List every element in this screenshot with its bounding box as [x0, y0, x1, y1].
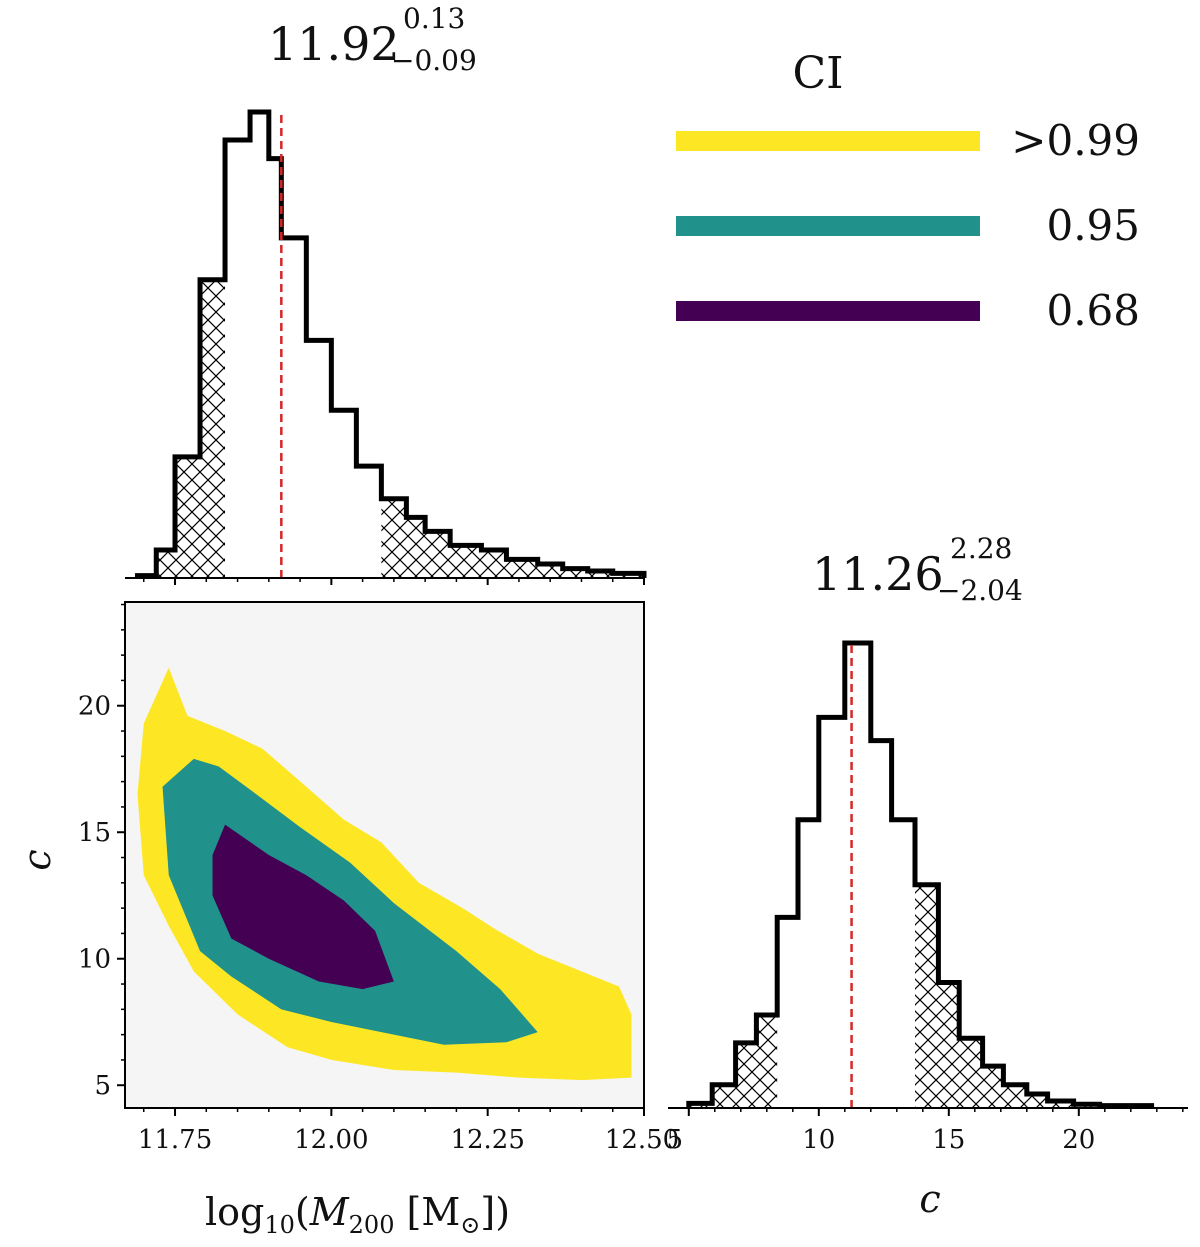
concentration-histogram-bar: [1047, 1101, 1074, 1108]
mass-summary-lower: −0.09: [391, 44, 477, 77]
concentration-hist-ticks: 5 10 15 20: [667, 1108, 1184, 1155]
mass-histogram-bar: [156, 550, 176, 578]
contour-panel-frame: [124, 601, 645, 1109]
mass-histogram-bar: [587, 571, 613, 578]
mass-histogram-bar: [356, 466, 381, 578]
concentration-histogram-bar: [959, 1038, 983, 1108]
contour-x-tick-label: 12.00: [294, 1125, 368, 1155]
concentration-histogram-bar: [756, 1015, 778, 1108]
mass-histogram-bar: [506, 559, 538, 578]
contour-x-label-log: log10(M200 [M⊙]): [205, 1190, 510, 1239]
concentration-histogram-bar: [892, 820, 915, 1108]
mass-histogram-bar: [200, 279, 226, 578]
contour-level-068: [212, 824, 394, 990]
concentration-histogram-bar: [712, 1084, 736, 1108]
concentration-histogram-bar: [982, 1066, 1004, 1108]
mass-histogram-bar: [175, 456, 201, 578]
concentration-x-label: c: [919, 1177, 940, 1221]
mass-histogram-step: [135, 109, 647, 579]
contour-panel: 11.75 12.00 12.25 12.50 5 10 15 20 log10(M200 […: [15, 601, 679, 1239]
concentration-histogram-bar: [871, 741, 892, 1108]
legend-label: >0.99: [1011, 116, 1140, 165]
concentration-histogram-bar: [777, 917, 798, 1108]
mass-histogram-bar: [250, 112, 269, 578]
concentration-x-tick-label: 10: [802, 1125, 835, 1155]
contour-x-label: log10(M200 [M⊙]): [205, 1190, 510, 1239]
mass-histogram-bar: [562, 568, 588, 578]
legend-title: CI: [792, 48, 843, 99]
concentration-histogram-step: [686, 640, 1155, 1109]
concentration-histogram-panel: 5 10 15 20 11.26 2.28 −2.04 c: [667, 532, 1188, 1221]
contour-levels: [137, 667, 632, 1081]
mass-histogram-panel: 11.92 0.13 −0.09: [125, 2, 647, 585]
mass-summary-upper: 0.13: [403, 2, 465, 35]
legend-entries: >0.99 0.95 0.68: [676, 116, 1140, 335]
mass-summary-value: 11.92: [268, 17, 400, 71]
legend: CI >0.99 0.95 0.68: [676, 48, 1140, 335]
mass-histogram-bar: [331, 410, 356, 578]
concentration-histogram-bar: [735, 1042, 757, 1108]
contour-y-tick-label: 15: [78, 818, 111, 848]
concentration-hatched-tails: [688, 643, 1152, 1108]
mass-histogram-bar: [406, 517, 426, 578]
contour-ticks: 11.75 12.00 12.25 12.50 5 10 15 20: [78, 603, 679, 1155]
contour-x-tick-label: 11.75: [138, 1125, 212, 1155]
contour-y-label: c: [15, 849, 59, 870]
mass-histogram-bar: [225, 140, 250, 578]
concentration-x-tick-label: 5: [667, 1125, 684, 1155]
concentration-summary-lower: −2.04: [937, 574, 1023, 607]
legend-label: 0.95: [1046, 201, 1140, 250]
mass-hist-ticks: [143, 578, 645, 585]
concentration-x-tick-label: 15: [932, 1125, 965, 1155]
concentration-histogram-bar: [1026, 1094, 1048, 1108]
mass-histogram-bar: [450, 545, 482, 578]
contour-y-tick-label: 20: [78, 692, 111, 722]
legend-swatch: [676, 131, 980, 151]
concentration-histogram-bar: [1003, 1084, 1027, 1108]
concentration-histogram-bar: [915, 884, 939, 1108]
mass-histogram-bar: [381, 498, 407, 578]
concentration-histogram-bar: [845, 643, 871, 1108]
concentration-summary-upper: 2.28: [950, 532, 1012, 565]
mass-histogram-bar: [481, 550, 507, 578]
concentration-histogram-bar: [819, 717, 845, 1108]
mass-histogram-bar: [425, 531, 451, 578]
legend-swatch: [676, 216, 980, 236]
mass-histogram-bar: [537, 564, 563, 578]
contour-x-tick-label: 12.50: [605, 1125, 679, 1155]
contour-y-tick-label: 10: [78, 945, 111, 975]
legend-label: 0.68: [1046, 286, 1140, 335]
mass-hatched-tails: [137, 112, 644, 578]
contour-y-tick-label: 5: [94, 1071, 111, 1101]
concentration-histogram-bar: [938, 982, 960, 1108]
mass-histogram-bar: [306, 340, 331, 578]
concentration-x-tick-label: 20: [1062, 1125, 1095, 1155]
concentration-summary-value: 11.26: [812, 547, 944, 601]
contour-level-095: [162, 758, 538, 1045]
legend-swatch: [676, 301, 980, 321]
mass-histogram-bar: [281, 238, 306, 578]
concentration-histogram-bar: [798, 820, 819, 1108]
contour-x-tick-label: 12.25: [450, 1125, 524, 1155]
